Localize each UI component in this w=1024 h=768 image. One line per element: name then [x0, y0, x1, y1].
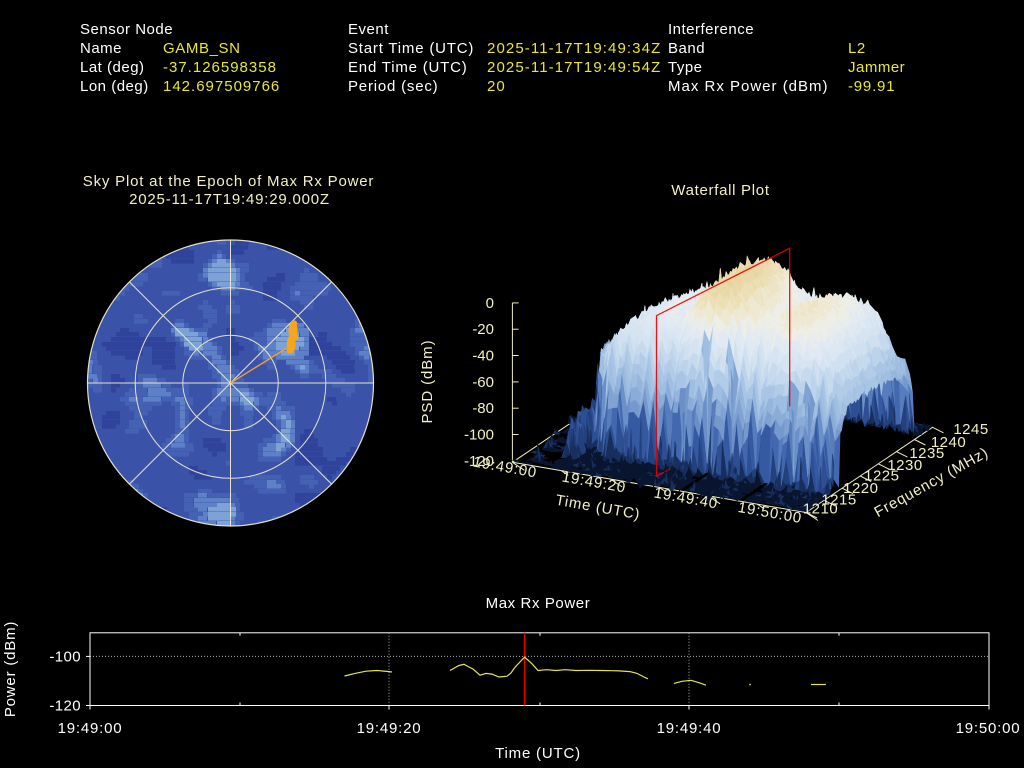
svg-text:1220: 1220 [843, 480, 878, 497]
svg-text:1225: 1225 [864, 468, 899, 485]
svg-text:1230: 1230 [887, 457, 922, 474]
svg-text:Name: Name [80, 40, 122, 57]
svg-text:Start Time (UTC): Start Time (UTC) [348, 40, 474, 57]
svg-text:1215: 1215 [821, 492, 856, 509]
svg-text:Jammer: Jammer [848, 59, 905, 76]
svg-text:19:49:00: 19:49:00 [58, 720, 123, 737]
svg-text:Power (dBm): Power (dBm) [2, 621, 19, 717]
svg-text:19:49:20: 19:49:20 [357, 720, 422, 737]
svg-text:Max Rx Power (dBm): Max Rx Power (dBm) [668, 78, 829, 95]
svg-text:-120: -120 [464, 453, 494, 470]
svg-text:-40: -40 [472, 348, 494, 365]
svg-text:0: 0 [486, 295, 494, 312]
svg-text:-60: -60 [472, 374, 494, 391]
svg-text:1240: 1240 [931, 434, 966, 451]
svg-text:GAMB_SN: GAMB_SN [163, 40, 241, 57]
svg-text:1235: 1235 [909, 445, 944, 462]
svg-text:PSD (dBm): PSD (dBm) [419, 340, 436, 424]
svg-text:Max Rx Power: Max Rx Power [486, 595, 591, 612]
svg-text:Type: Type [668, 59, 703, 76]
svg-text:-100: -100 [464, 427, 494, 444]
svg-text:Lat (deg): Lat (deg) [80, 59, 145, 76]
svg-text:2025-11-17T19:49:54Z: 2025-11-17T19:49:54Z [487, 59, 661, 76]
svg-text:Lon (deg): Lon (deg) [80, 78, 149, 95]
svg-text:End Time (UTC): End Time (UTC) [348, 59, 468, 76]
svg-text:19:49:40: 19:49:40 [657, 720, 722, 737]
svg-text:-37.126598358: -37.126598358 [163, 59, 277, 76]
svg-text:-120: -120 [49, 698, 81, 715]
svg-text:Interference: Interference [668, 21, 754, 38]
svg-text:Band: Band [668, 40, 705, 57]
svg-text:1245: 1245 [953, 421, 988, 438]
svg-text:-80: -80 [472, 400, 494, 417]
svg-text:2025-11-17T19:49:29.000Z: 2025-11-17T19:49:29.000Z [129, 191, 330, 208]
svg-text:2025-11-17T19:49:34Z: 2025-11-17T19:49:34Z [487, 40, 661, 57]
svg-text:-20: -20 [472, 321, 494, 338]
svg-text:L2: L2 [848, 40, 866, 57]
svg-text:Event: Event [348, 21, 389, 38]
svg-text:1210: 1210 [803, 500, 838, 517]
svg-text:-100: -100 [49, 648, 81, 665]
svg-text:Waterfall Plot: Waterfall Plot [671, 182, 770, 199]
svg-text:Sky Plot at the Epoch of Max R: Sky Plot at the Epoch of Max Rx Power [83, 173, 374, 190]
svg-text:Sensor Node: Sensor Node [80, 21, 173, 38]
svg-text:20: 20 [487, 78, 506, 95]
svg-text:Period (sec): Period (sec) [348, 78, 438, 95]
svg-text:Time (UTC): Time (UTC) [495, 745, 581, 762]
svg-text:-99.91: -99.91 [848, 78, 895, 95]
svg-text:19:50:00: 19:50:00 [956, 720, 1021, 737]
svg-text:142.697509766: 142.697509766 [163, 78, 280, 95]
